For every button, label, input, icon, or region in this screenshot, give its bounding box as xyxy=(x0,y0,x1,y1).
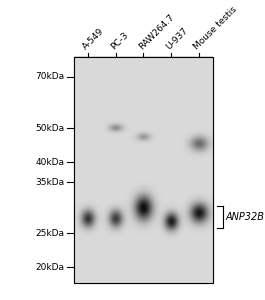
Bar xyxy=(74,57,213,284)
Text: 25kDa: 25kDa xyxy=(36,229,65,238)
Text: 70kDa: 70kDa xyxy=(36,73,65,82)
Text: PC-3: PC-3 xyxy=(109,30,130,51)
Text: RAW264.7: RAW264.7 xyxy=(137,12,176,51)
Text: 35kDa: 35kDa xyxy=(36,178,65,187)
Text: ANP32B: ANP32B xyxy=(225,212,264,222)
Text: 50kDa: 50kDa xyxy=(36,124,65,133)
Text: 40kDa: 40kDa xyxy=(36,158,65,166)
Bar xyxy=(74,57,213,284)
Text: Mouse testis: Mouse testis xyxy=(192,4,239,51)
Text: U-937: U-937 xyxy=(165,26,190,51)
Text: A-549: A-549 xyxy=(81,26,106,51)
Text: 20kDa: 20kDa xyxy=(36,263,65,272)
